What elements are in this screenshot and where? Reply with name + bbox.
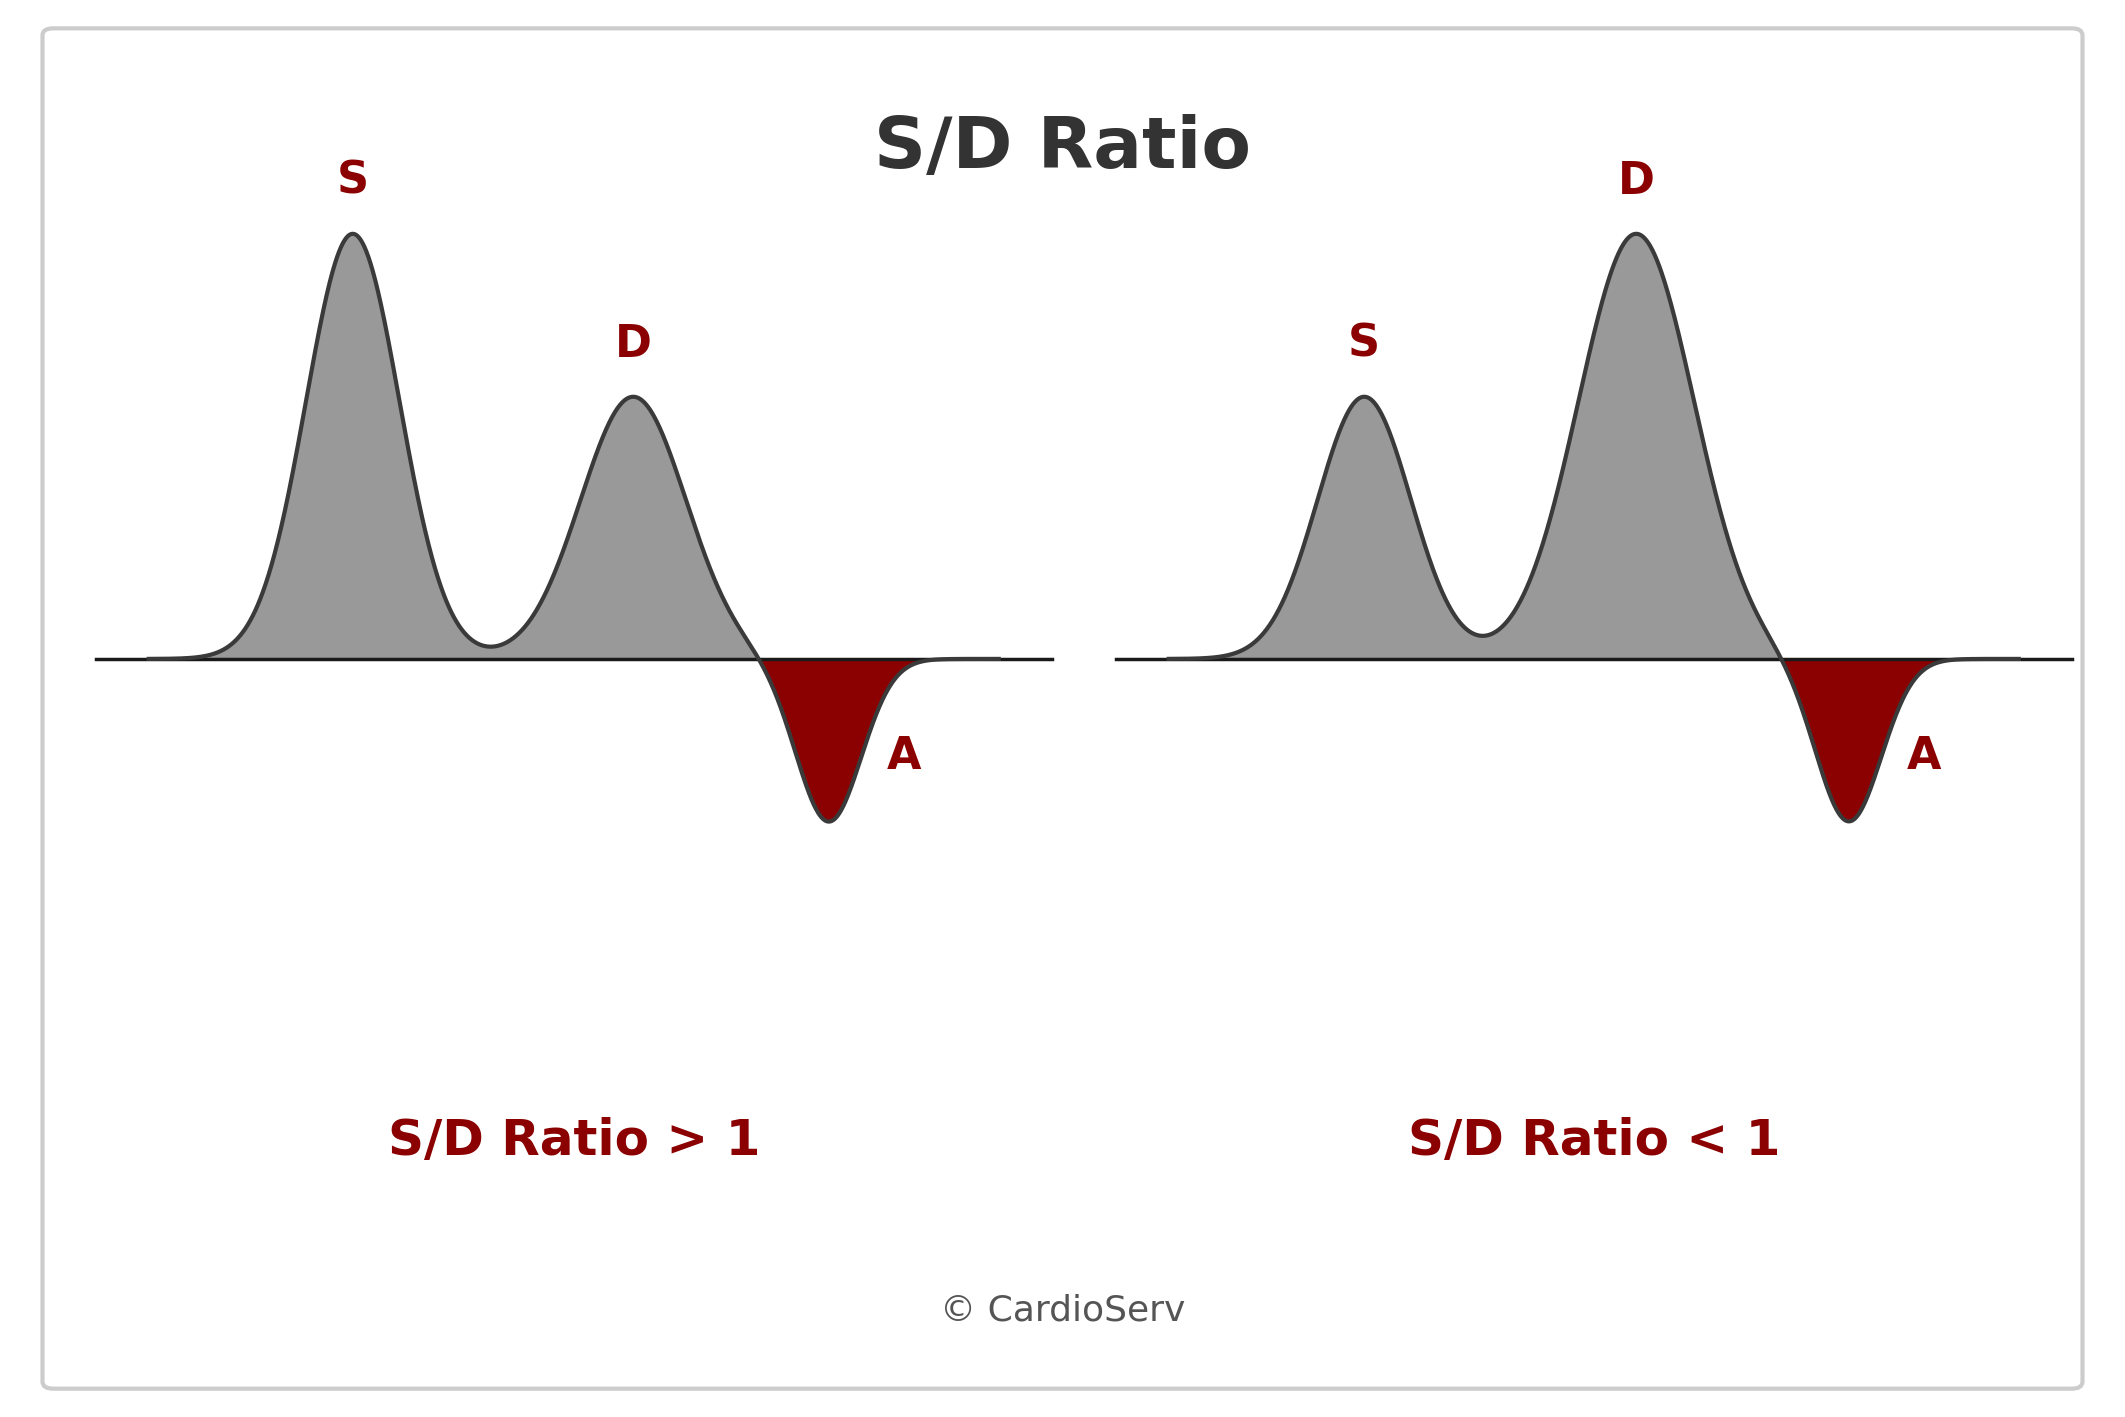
Text: S/D Ratio > 1: S/D Ratio > 1: [387, 1117, 761, 1165]
Text: D: D: [614, 323, 652, 366]
Text: S/D Ratio < 1: S/D Ratio < 1: [1407, 1117, 1781, 1165]
Text: A: A: [886, 735, 922, 778]
Text: S: S: [336, 160, 370, 203]
Text: S: S: [1347, 323, 1381, 366]
Text: S/D Ratio: S/D Ratio: [873, 115, 1252, 183]
Text: D: D: [1617, 160, 1655, 203]
Text: © CardioServ: © CardioServ: [939, 1294, 1186, 1328]
Text: A: A: [1906, 735, 1942, 778]
